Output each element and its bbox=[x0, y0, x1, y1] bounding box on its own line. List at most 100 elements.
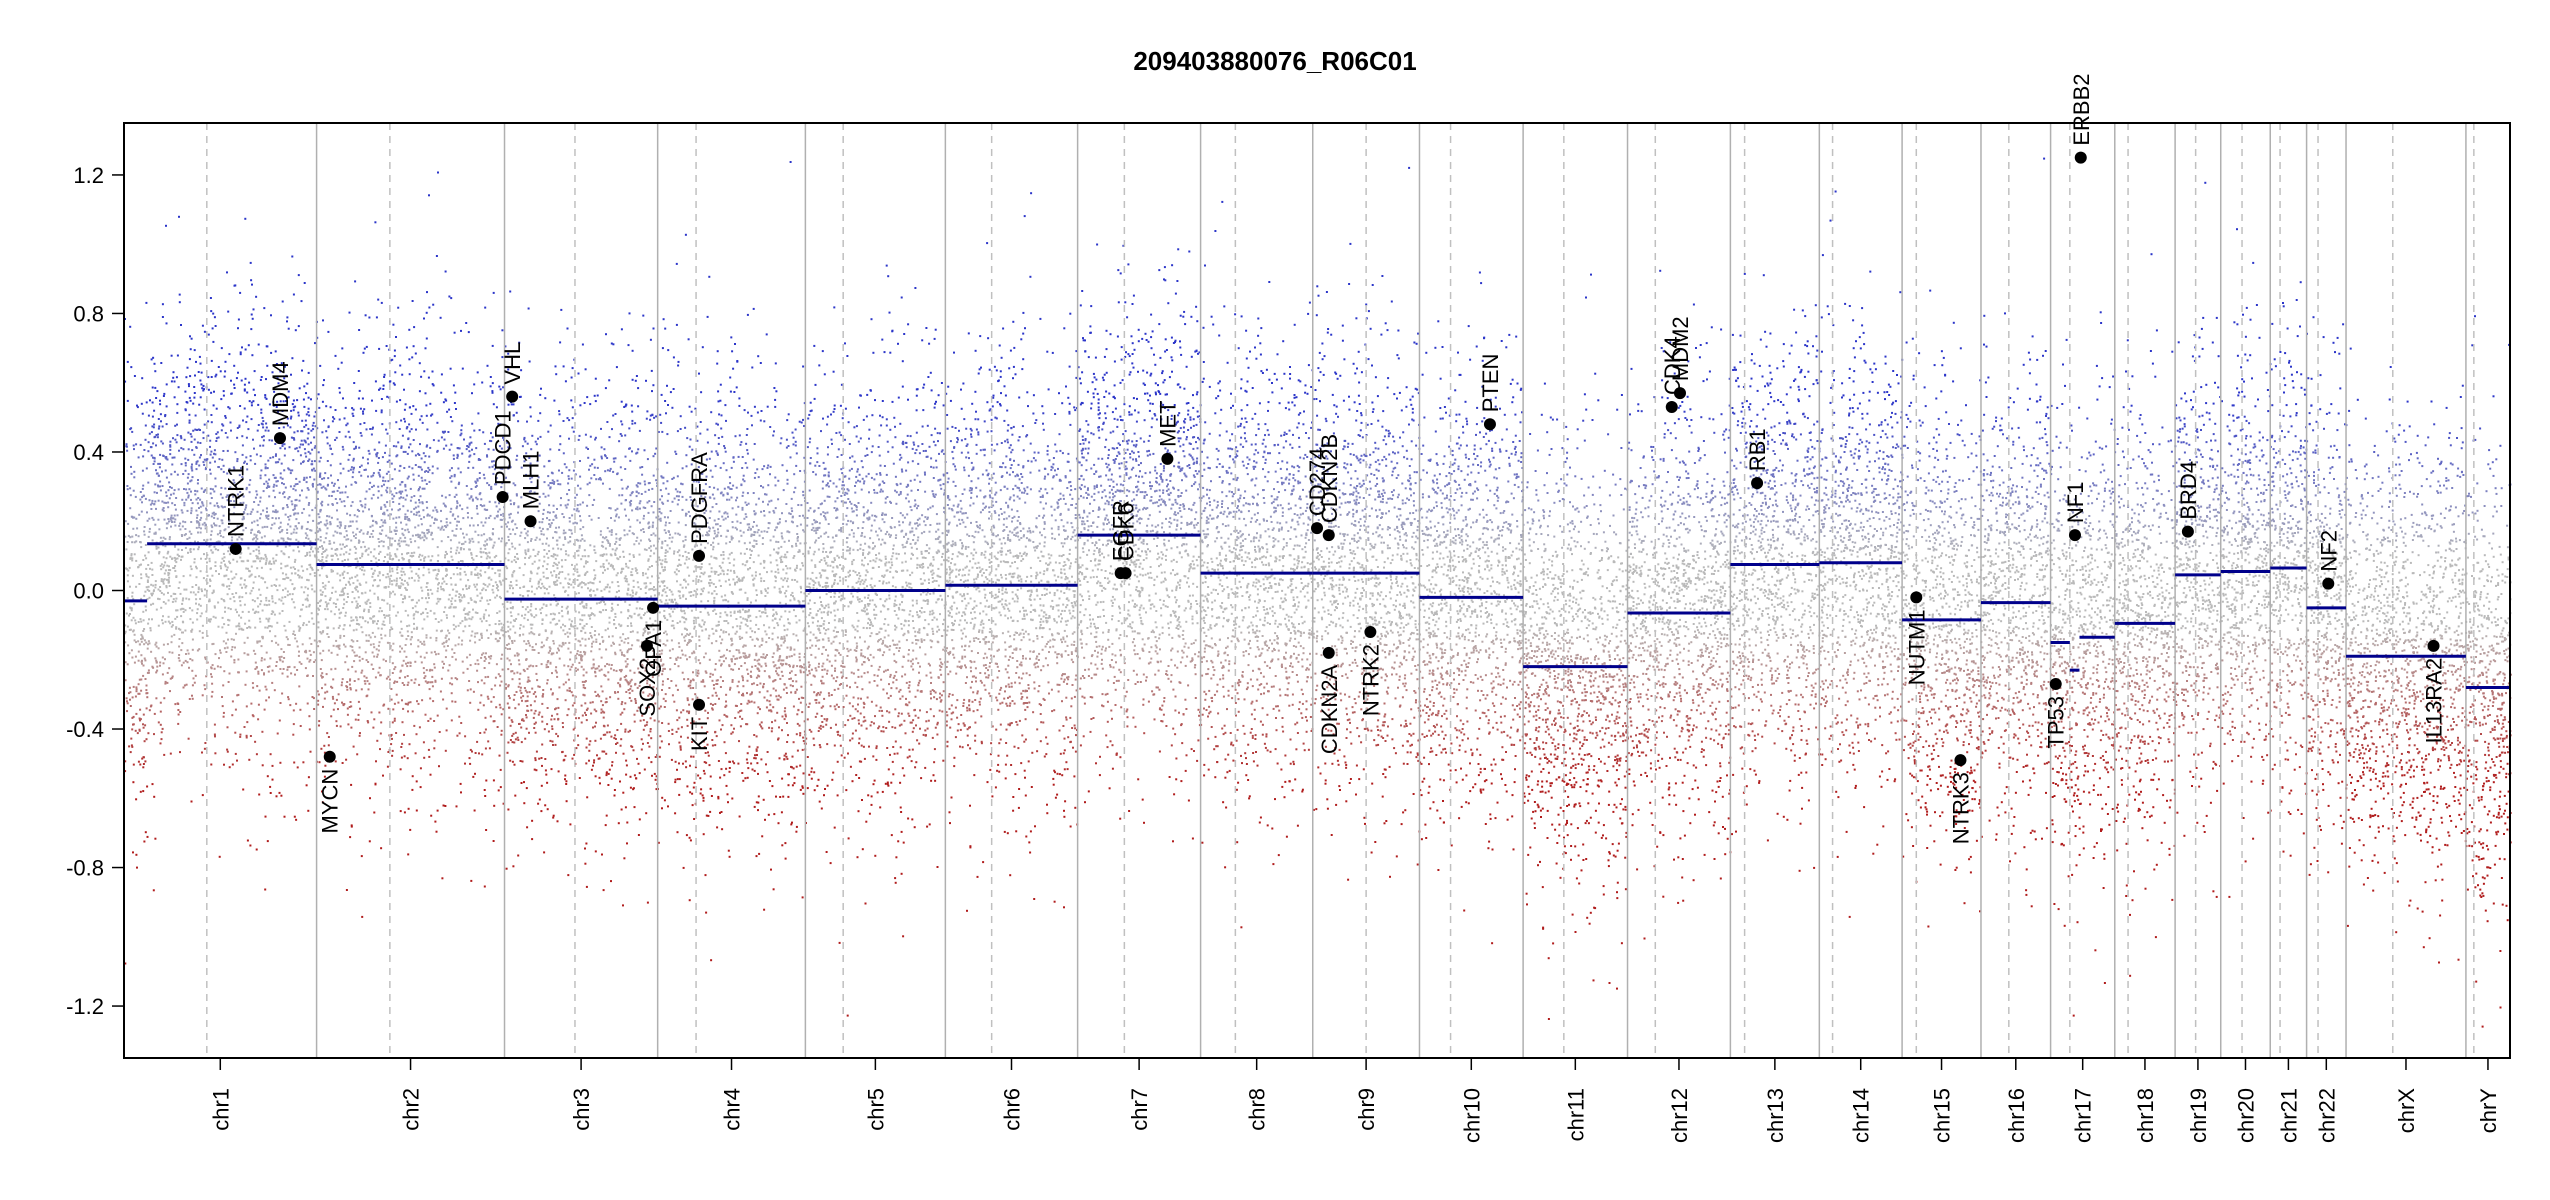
probe-point bbox=[181, 498, 184, 501]
probe-point bbox=[263, 525, 266, 528]
probe-point bbox=[423, 559, 426, 562]
probe-point bbox=[308, 728, 311, 731]
probe-point bbox=[148, 618, 150, 621]
probe-point bbox=[327, 330, 330, 333]
probe-point bbox=[294, 568, 296, 570]
probe-point bbox=[265, 426, 268, 429]
probe-point bbox=[402, 558, 405, 561]
probe-point bbox=[180, 435, 183, 438]
probe-point bbox=[364, 651, 367, 654]
probe-point bbox=[507, 668, 510, 671]
probe-point bbox=[172, 598, 175, 601]
probe-point bbox=[346, 512, 349, 515]
probe-point bbox=[216, 533, 219, 536]
probe-point bbox=[572, 581, 575, 584]
probe-point bbox=[417, 505, 420, 508]
probe-point bbox=[358, 471, 361, 474]
probe-point bbox=[451, 420, 454, 423]
probe-point bbox=[245, 670, 248, 673]
probe-point bbox=[237, 658, 240, 661]
probe-point bbox=[360, 855, 363, 858]
probe-point bbox=[354, 551, 357, 554]
probe-point bbox=[307, 460, 310, 462]
probe-point bbox=[462, 630, 465, 633]
probe-point bbox=[349, 678, 352, 681]
probe-point bbox=[244, 586, 247, 589]
probe-point bbox=[233, 500, 236, 503]
probe-point bbox=[288, 665, 291, 668]
probe-point bbox=[452, 454, 455, 457]
probe-point bbox=[471, 750, 473, 753]
probe-point bbox=[195, 462, 198, 465]
probe-point bbox=[517, 854, 520, 857]
probe-point bbox=[334, 760, 337, 763]
probe-point bbox=[655, 775, 658, 778]
probe-point bbox=[637, 834, 640, 836]
probe-point bbox=[328, 540, 331, 543]
probe-point bbox=[312, 651, 315, 654]
probe-point bbox=[382, 658, 385, 661]
probe-point bbox=[167, 599, 170, 602]
probe-point bbox=[131, 541, 134, 544]
probe-point bbox=[461, 508, 464, 511]
probe-point bbox=[233, 659, 236, 661]
probe-point bbox=[357, 397, 360, 400]
probe-point bbox=[435, 639, 438, 642]
probe-point bbox=[274, 602, 277, 605]
probe-point bbox=[319, 521, 322, 524]
probe-point bbox=[307, 450, 310, 453]
probe-point bbox=[239, 600, 242, 603]
probe-point bbox=[447, 536, 450, 538]
probe-point bbox=[283, 365, 286, 368]
probe-point bbox=[177, 627, 180, 630]
probe-point bbox=[220, 429, 223, 432]
probe-point bbox=[411, 300, 414, 302]
probe-point bbox=[126, 710, 128, 713]
probe-point bbox=[319, 640, 322, 643]
probe-point bbox=[326, 576, 329, 578]
probe-point bbox=[245, 436, 248, 439]
probe-point bbox=[304, 532, 307, 535]
probe-point bbox=[148, 517, 151, 520]
probe-point bbox=[403, 684, 406, 686]
probe-point bbox=[286, 590, 289, 593]
probe-point bbox=[306, 568, 309, 571]
probe-point bbox=[531, 838, 534, 841]
probe-point bbox=[163, 392, 166, 395]
probe-point bbox=[380, 627, 383, 630]
probe-point bbox=[423, 487, 426, 490]
probe-point bbox=[440, 619, 443, 622]
probe-point bbox=[170, 493, 172, 496]
probe-point bbox=[184, 546, 187, 549]
probe-point bbox=[134, 695, 137, 698]
probe-point bbox=[336, 572, 339, 575]
probe-point bbox=[267, 620, 270, 623]
probe-point bbox=[149, 503, 152, 506]
probe-point bbox=[486, 454, 488, 457]
probe-point bbox=[139, 763, 142, 766]
probe-point bbox=[303, 425, 306, 428]
probe-point bbox=[391, 749, 394, 752]
probe-point bbox=[146, 581, 149, 583]
probe-point bbox=[247, 344, 250, 347]
probe-point bbox=[568, 628, 571, 630]
probe-point bbox=[535, 443, 538, 446]
probe-point bbox=[343, 635, 346, 637]
probe-point bbox=[276, 400, 279, 403]
probe-point bbox=[178, 638, 181, 640]
probe-point bbox=[258, 552, 261, 555]
probe-point bbox=[162, 454, 165, 457]
probe-point bbox=[382, 512, 384, 515]
probe-point bbox=[259, 560, 262, 563]
probe-point bbox=[396, 611, 399, 614]
probe-point bbox=[254, 462, 257, 465]
probe-point bbox=[270, 351, 273, 354]
probe-point bbox=[259, 500, 262, 503]
probe-point bbox=[199, 570, 202, 573]
probe-point bbox=[364, 591, 367, 594]
probe-point bbox=[124, 962, 127, 965]
probe-point bbox=[231, 593, 234, 595]
probe-point bbox=[372, 519, 375, 522]
probe-point bbox=[448, 560, 451, 563]
probe-point bbox=[390, 543, 393, 546]
